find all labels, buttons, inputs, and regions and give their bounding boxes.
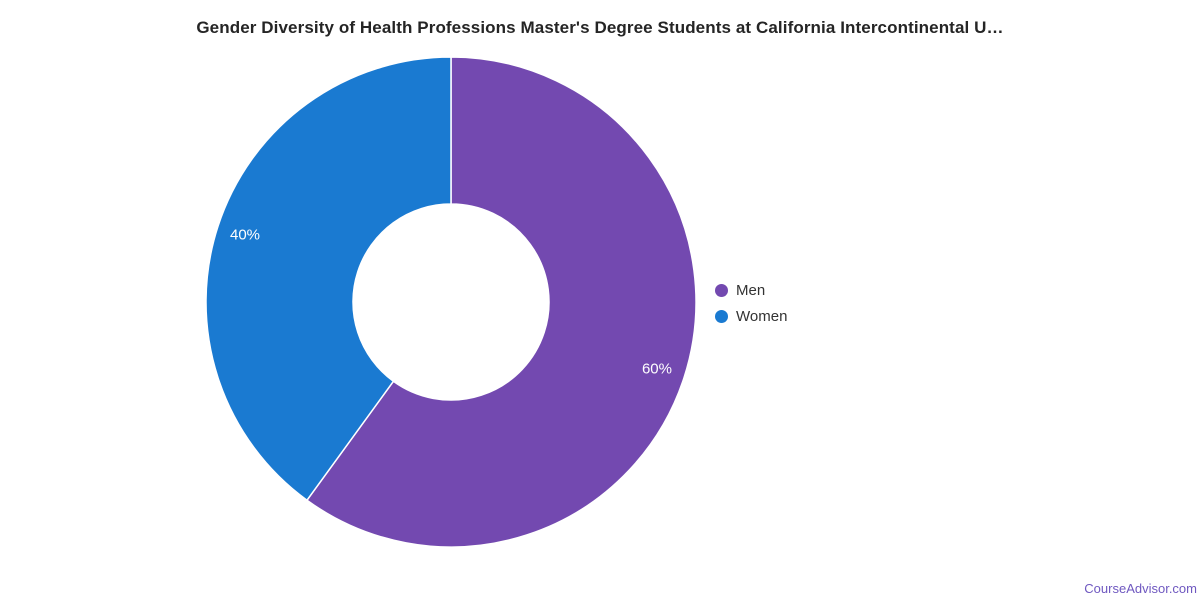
courseadvisor-credit-link[interactable]: CourseAdvisor.com (1084, 581, 1197, 596)
data-label-men: 60% (642, 360, 672, 377)
data-label-women: 40% (230, 227, 260, 244)
pie-slice-women[interactable] (205, 56, 452, 501)
pie-slice-men[interactable] (306, 56, 697, 548)
legend: Men Women (715, 277, 787, 329)
legend-marker-men-icon (715, 283, 728, 297)
legend-label-men: Men (736, 281, 766, 299)
legend-marker-women-icon (715, 309, 728, 323)
chart-title: Gender Diversity of Health Professions M… (196, 18, 1004, 37)
legend-label-women: Women (736, 307, 788, 325)
legend-item-men[interactable]: Men (715, 277, 787, 303)
legend-item-women[interactable]: Women (715, 303, 787, 329)
